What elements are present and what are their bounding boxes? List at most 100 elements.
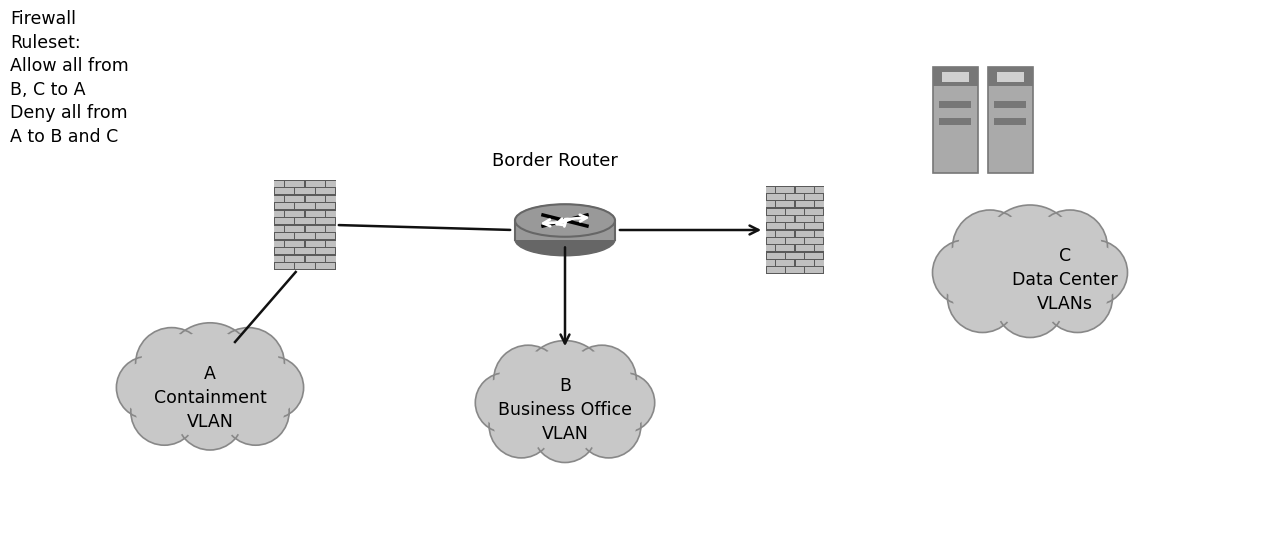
Bar	[274, 211, 283, 217]
Bar	[806, 267, 823, 273]
Bar	[274, 240, 283, 247]
Circle shape	[533, 398, 597, 462]
Circle shape	[131, 378, 198, 445]
Bar	[815, 260, 823, 266]
Bar	[767, 267, 784, 273]
Bar	[786, 238, 803, 244]
Bar	[994, 101, 1027, 108]
Bar	[796, 260, 813, 266]
Circle shape	[494, 345, 563, 414]
Circle shape	[1013, 225, 1092, 305]
Bar	[786, 267, 803, 273]
Circle shape	[572, 350, 632, 409]
Bar	[777, 260, 794, 266]
Circle shape	[494, 399, 548, 453]
Bar	[306, 255, 325, 262]
Bar	[796, 231, 813, 237]
Circle shape	[480, 377, 530, 428]
Bar	[316, 188, 335, 194]
Circle shape	[995, 267, 1065, 338]
Bar	[275, 263, 294, 269]
Bar	[275, 218, 294, 225]
Circle shape	[212, 328, 284, 400]
Circle shape	[1038, 215, 1101, 279]
Circle shape	[1042, 262, 1113, 333]
Bar	[274, 226, 283, 232]
Circle shape	[241, 356, 303, 419]
Circle shape	[576, 394, 640, 458]
Circle shape	[967, 225, 1047, 305]
Bar	[285, 195, 304, 202]
Bar	[327, 211, 336, 217]
Bar	[274, 180, 336, 270]
Bar	[765, 216, 775, 222]
Circle shape	[1062, 240, 1128, 305]
Bar	[806, 253, 823, 259]
Circle shape	[182, 388, 239, 445]
Bar	[296, 188, 314, 194]
Bar	[285, 226, 304, 232]
Text: C
Data Center
VLANs: C Data Center VLANs	[1012, 247, 1118, 313]
Bar	[777, 216, 794, 222]
Circle shape	[538, 403, 592, 458]
Bar	[275, 188, 294, 194]
Bar	[815, 201, 823, 207]
Bar	[777, 186, 794, 193]
Circle shape	[227, 383, 284, 440]
Bar	[274, 195, 283, 202]
Circle shape	[983, 205, 1077, 300]
Bar	[765, 186, 823, 274]
Bar	[765, 201, 775, 207]
Circle shape	[1032, 210, 1108, 285]
Text: A
Containment
VLAN: A Containment VLAN	[154, 364, 266, 431]
Bar	[997, 72, 1023, 82]
Bar	[767, 194, 784, 200]
Circle shape	[513, 364, 576, 427]
Circle shape	[150, 342, 227, 419]
Circle shape	[549, 359, 623, 433]
Ellipse shape	[515, 223, 615, 256]
Circle shape	[937, 245, 993, 300]
Bar	[274, 180, 283, 187]
Text: Firewall
Ruleset:
Allow all from
B, C to A
Deny all from
A to B and C: Firewall Ruleset: Allow all from B, C to…	[10, 10, 129, 146]
Bar	[767, 253, 784, 259]
Bar	[806, 238, 823, 244]
Circle shape	[116, 356, 179, 419]
Bar	[327, 255, 336, 262]
Bar	[806, 223, 823, 230]
Bar	[767, 208, 784, 215]
Bar	[767, 238, 784, 244]
Circle shape	[136, 383, 193, 440]
Circle shape	[489, 394, 553, 458]
Circle shape	[222, 378, 289, 445]
Bar	[938, 118, 971, 125]
Bar	[316, 248, 335, 254]
Circle shape	[932, 240, 998, 305]
Bar	[296, 263, 314, 269]
Circle shape	[581, 399, 637, 453]
Bar	[306, 211, 325, 217]
Bar	[327, 195, 336, 202]
Bar	[777, 245, 794, 252]
Bar	[327, 180, 336, 187]
Circle shape	[1048, 268, 1108, 327]
Bar	[765, 186, 775, 193]
Bar	[796, 201, 813, 207]
Bar	[316, 233, 335, 239]
Bar	[941, 72, 969, 82]
Bar	[296, 248, 314, 254]
Bar	[275, 233, 294, 239]
Bar	[932, 68, 978, 86]
Bar	[316, 203, 335, 210]
Bar	[296, 203, 314, 210]
Bar	[296, 233, 314, 239]
Bar	[316, 218, 335, 225]
Circle shape	[1000, 273, 1060, 332]
Bar	[515, 220, 615, 240]
Bar	[815, 245, 823, 252]
Circle shape	[554, 364, 618, 427]
Circle shape	[1067, 245, 1123, 300]
Bar	[796, 245, 813, 252]
Circle shape	[508, 359, 581, 433]
Bar	[765, 260, 775, 266]
